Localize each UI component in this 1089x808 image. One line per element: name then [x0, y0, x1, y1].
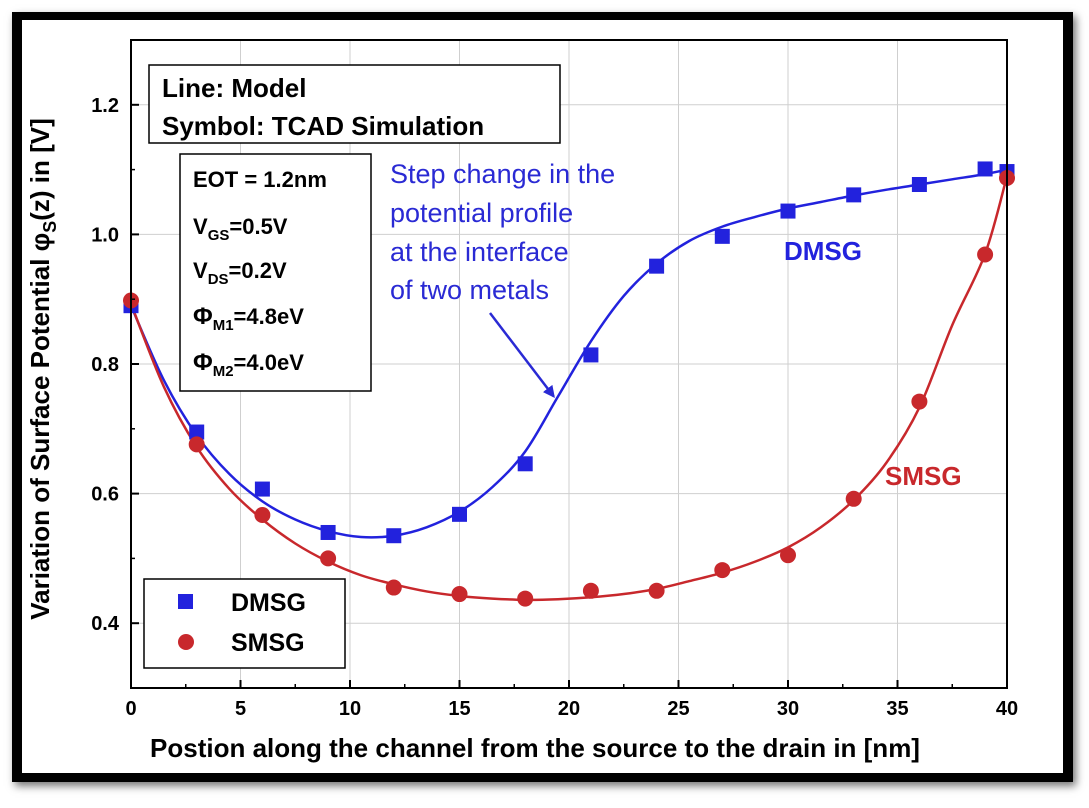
dmsg-point [846, 187, 862, 203]
annotation-line-1: Step change in the [390, 159, 615, 189]
smsg-point [845, 490, 862, 507]
series-markers [123, 161, 1015, 607]
dmsg-point [517, 456, 533, 472]
x-tick-label: 10 [339, 698, 361, 720]
figure-frame: 0 5 10 15 20 25 30 35 40 0.4 0.6 0.8 1.0 1.2 Variatio… [12, 12, 1073, 782]
y-axis-title-tail: (z) in [V] [25, 118, 55, 221]
dmsg-point [977, 161, 993, 177]
parameters-box: EOT = 1.2nm VGS=0.5V VDS=0.2V ΦM1=4.8eV … [179, 153, 372, 392]
x-tick-label: 40 [996, 698, 1018, 720]
dmsg-point [583, 347, 599, 363]
dmsg-point [189, 424, 205, 440]
dmsg-point [320, 524, 336, 540]
param-phi-m2: ΦM2=4.0eV [193, 349, 304, 380]
smsg-point [451, 586, 468, 603]
smsg-point [648, 582, 665, 599]
smsg-point [977, 246, 994, 263]
x-tick-label: 25 [667, 698, 689, 720]
dmsg-curve-label: DMSG [784, 236, 862, 266]
model-line-label: Line: Model [162, 73, 306, 103]
smsg-point [320, 550, 337, 567]
chart: 0 5 10 15 20 25 30 35 40 0.4 0.6 0.8 1.0 1.2 Variatio… [25, 39, 1018, 763]
annotation-line-4: of two metals [390, 275, 549, 305]
smsg-point [780, 547, 796, 564]
x-tick-label: 20 [558, 698, 580, 720]
dmsg-point [386, 528, 402, 544]
dmsg-point [452, 506, 467, 522]
legend-smsg-label: SMSG [231, 629, 305, 657]
legend-dmsg-marker [178, 594, 193, 609]
smsg-point [385, 579, 402, 596]
smsg-point [254, 506, 271, 523]
smsg-point [188, 436, 205, 453]
annotation-line-2: potential profile [390, 198, 573, 228]
x-tick-label: 15 [448, 698, 470, 720]
x-tick-label: 5 [235, 698, 246, 720]
dmsg-point [780, 203, 796, 219]
y-tick-label: 0.6 [91, 484, 119, 506]
y-axis-title-sub: S [40, 221, 60, 233]
legend-dmsg-label: DMSG [231, 589, 306, 617]
series-lines [129, 168, 1009, 602]
annotation-arrow [489, 312, 555, 398]
legend-smsg-marker [178, 634, 194, 650]
y-tick-label: 0.4 [91, 613, 120, 635]
axis-ticks: 0 5 10 15 20 25 30 35 40 0.4 0.6 0.8 1.0 1.2 [91, 39, 1018, 720]
param-vds: VDS=0.2V [193, 258, 287, 288]
param-eot: EOT = 1.2nm [193, 167, 327, 192]
x-tick-label: 30 [777, 698, 799, 720]
smsg-model-line [129, 175, 1009, 602]
y-tick-label: 0.8 [91, 354, 119, 376]
smsg-curve-label: SMSG [885, 461, 962, 491]
y-axis-title-main: Variation of Surface Potential φ [25, 233, 55, 620]
y-tick-label: 1.0 [91, 224, 119, 246]
dmsg-model-line [129, 168, 1008, 539]
x-axis-title: Postion along the channel from the sourc… [150, 733, 920, 763]
x-tick-label: 0 [125, 698, 136, 720]
dmsg-point [649, 258, 665, 274]
dmsg-point [254, 481, 270, 497]
smsg-point [517, 590, 534, 607]
figure-canvas: 0 5 10 15 20 25 30 35 40 0.4 0.6 0.8 1.0 1.2 Variatio… [22, 20, 1063, 773]
model-symbol-label: Symbol: TCAD Simulation [162, 111, 484, 141]
param-phi-m1: ΦM1=4.8eV [193, 303, 304, 334]
dmsg-point [714, 228, 730, 244]
model-legend-box: Line: Model Symbol: TCAD Simulation [148, 64, 561, 144]
smsg-point [582, 582, 599, 599]
legend: DMSG SMSG [143, 578, 346, 669]
y-axis-title: Variation of Surface Potential φS(z) in … [25, 118, 60, 620]
smsg-point [911, 393, 928, 410]
param-vgs: VGS=0.5V [193, 214, 288, 244]
annotation-line-3: at the interface [390, 237, 569, 267]
y-tick-label: 1.2 [91, 95, 119, 117]
dmsg-point [911, 177, 927, 193]
smsg-point [714, 562, 731, 579]
x-tick-label: 35 [886, 698, 908, 720]
step-change-annotation: Step change in the potential profile at … [390, 159, 615, 398]
